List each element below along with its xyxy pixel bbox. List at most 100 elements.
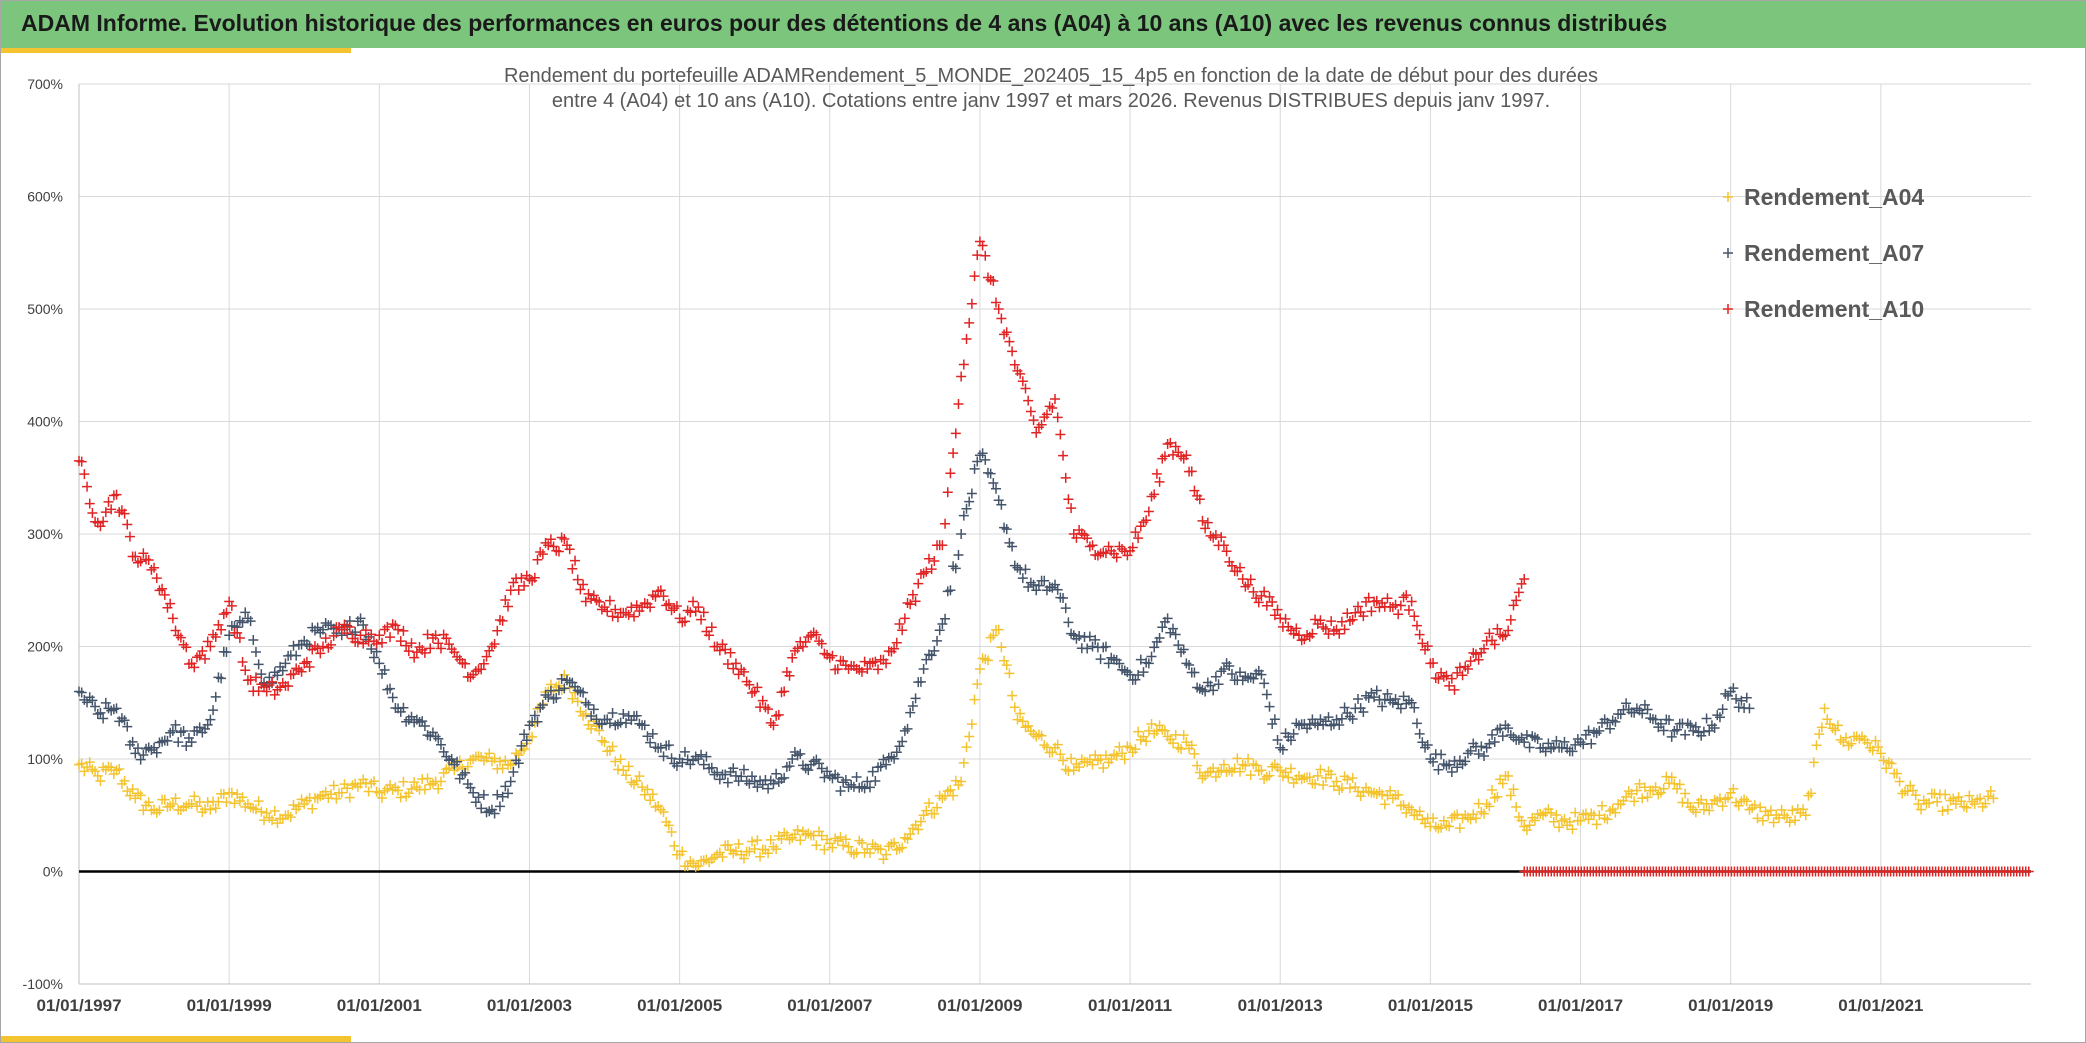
data-point (1543, 738, 1554, 749)
data-point (747, 836, 758, 847)
data-point (666, 827, 677, 838)
data-point (1983, 791, 1994, 802)
data-point (1358, 707, 1369, 718)
data-point (465, 755, 476, 766)
data-point (929, 808, 940, 819)
data-point (720, 644, 731, 655)
data-point (1251, 593, 1262, 604)
data-point (602, 606, 613, 617)
data-point (1103, 541, 1114, 552)
data-point (886, 751, 897, 762)
data-point (183, 659, 194, 670)
data-point (240, 607, 251, 618)
data-point (1141, 657, 1152, 668)
data-point (1832, 720, 1843, 731)
data-point (1261, 689, 1272, 700)
data-point (1304, 719, 1315, 730)
data-point (532, 716, 543, 727)
data-point (964, 731, 975, 742)
data-point (240, 665, 251, 676)
data-point (245, 674, 256, 685)
data-point (130, 748, 141, 759)
data-point (1291, 623, 1302, 634)
data-point (1117, 543, 1128, 554)
data-point (253, 796, 264, 807)
data-point (422, 730, 433, 741)
data-point (800, 637, 811, 648)
data-point (1157, 453, 1168, 464)
data-point (358, 619, 369, 630)
data-point (543, 692, 554, 703)
data-point (910, 596, 921, 607)
data-point (977, 448, 988, 459)
data-point (165, 598, 176, 609)
data-point (1310, 718, 1321, 729)
data-point (1288, 728, 1299, 739)
data-point (1213, 679, 1224, 690)
data-point (376, 637, 387, 648)
data-point (403, 646, 414, 657)
data-point (722, 839, 733, 850)
data-point (503, 760, 514, 771)
data-point (315, 648, 326, 659)
data-point (489, 639, 500, 650)
data-point (312, 643, 323, 654)
data-point (1235, 667, 1246, 678)
data-point (604, 718, 615, 729)
data-point (738, 853, 749, 864)
data-point (953, 550, 964, 561)
axes: -100% 0% 100% 200% 300% 400% 500% 600% 700% 01/01… (23, 76, 2031, 1015)
data-point (1358, 611, 1369, 622)
data-point (1709, 722, 1720, 733)
data-point (191, 652, 202, 663)
data-point (1441, 670, 1452, 681)
data-point (1009, 560, 1020, 571)
data-point (934, 540, 945, 551)
data-point (803, 631, 814, 642)
data-point (604, 595, 615, 606)
data-point (1757, 815, 1768, 826)
data-point (1039, 412, 1050, 423)
data-point (100, 697, 111, 708)
data-point (1310, 779, 1321, 790)
data-point (82, 697, 93, 708)
data-point (82, 481, 93, 492)
data-point (1253, 665, 1264, 676)
data-point (441, 633, 452, 644)
data-point (653, 800, 664, 811)
data-point (1159, 616, 1170, 627)
data-point (100, 507, 111, 518)
data-point (253, 686, 264, 697)
data-point (76, 687, 87, 698)
data-point (503, 601, 514, 612)
data-point (1133, 533, 1144, 544)
data-point (926, 650, 937, 661)
data-point (612, 719, 623, 730)
data-point (446, 644, 457, 655)
data-point (1744, 804, 1755, 815)
data-point (1280, 767, 1291, 778)
data-point (1084, 541, 1095, 552)
data-point (1205, 530, 1216, 541)
data-point (95, 775, 106, 786)
data-point (1363, 692, 1374, 703)
data-point (688, 596, 699, 607)
data-point (425, 643, 436, 654)
data-point (379, 624, 390, 635)
data-point (1489, 792, 1500, 803)
data-point (527, 731, 538, 742)
data-point (642, 731, 653, 742)
data-point (881, 849, 892, 860)
data-point (1181, 658, 1192, 669)
data-point (736, 771, 747, 782)
data-point (540, 537, 551, 548)
data-point (1428, 813, 1439, 824)
data-point (1167, 449, 1178, 460)
data-point (803, 828, 814, 839)
data-point (918, 664, 929, 674)
data-point (870, 656, 881, 667)
data-point (1508, 600, 1519, 611)
data-point (1433, 673, 1444, 684)
data-point (1119, 754, 1130, 765)
data-point (1910, 790, 1921, 801)
